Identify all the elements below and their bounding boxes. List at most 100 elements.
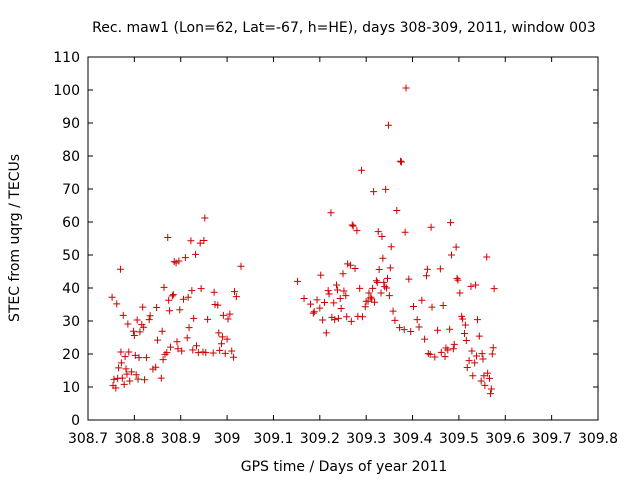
x-tick-label: 309.4	[392, 431, 432, 447]
data-point	[300, 295, 308, 303]
data-point	[391, 316, 399, 324]
data-point	[373, 278, 381, 286]
data-point	[189, 346, 197, 354]
data-point	[380, 278, 388, 286]
data-point	[490, 285, 498, 293]
data-point	[389, 307, 397, 315]
y-tick-labels: 0 10 20 30 40 50 60 70 80 90 100 110	[53, 50, 80, 429]
x-tick-label: 308.9	[161, 431, 201, 447]
data-point	[384, 274, 392, 282]
data-point	[348, 221, 356, 229]
y-tick-label: 80	[62, 149, 80, 165]
data-point	[169, 291, 177, 299]
data-point	[141, 376, 149, 384]
data-point	[173, 338, 181, 346]
data-point	[215, 329, 223, 337]
data-points	[108, 84, 498, 398]
data-point	[421, 335, 429, 343]
data-point	[333, 281, 341, 289]
data-point	[325, 290, 333, 298]
data-point	[486, 374, 494, 382]
data-point	[165, 296, 173, 304]
data-point	[396, 157, 404, 165]
data-point	[439, 301, 447, 309]
data-point	[463, 364, 471, 372]
data-point	[475, 332, 483, 340]
data-point	[484, 369, 492, 377]
data-point	[134, 375, 142, 383]
data-point	[120, 380, 128, 388]
data-point	[415, 323, 423, 331]
data-point	[124, 320, 132, 328]
data-point	[132, 371, 140, 379]
y-tick-label: 50	[62, 248, 80, 264]
data-point	[444, 346, 452, 354]
data-point	[159, 356, 167, 364]
data-point	[437, 348, 445, 356]
x-tick-label: 309.7	[532, 431, 572, 447]
data-point	[139, 303, 147, 311]
data-point	[317, 271, 325, 279]
data-point	[154, 336, 162, 344]
data-point	[456, 289, 464, 297]
data-point	[118, 374, 126, 382]
data-point	[108, 293, 116, 301]
data-point	[346, 261, 354, 269]
data-point	[441, 353, 449, 361]
data-point	[385, 292, 393, 300]
data-point	[424, 350, 432, 358]
y-tick-label: 20	[62, 347, 80, 363]
data-point	[473, 316, 481, 324]
data-point	[331, 316, 339, 324]
data-point	[192, 250, 200, 258]
data-point	[336, 295, 344, 303]
data-point	[423, 265, 431, 273]
y-axis-label: STEC from uqrg / TECUs	[7, 154, 23, 322]
x-axis-label: GPS time / Days of year 2011	[241, 459, 448, 475]
data-point	[461, 321, 469, 329]
data-point	[465, 357, 473, 365]
data-point	[349, 222, 357, 230]
data-point	[167, 343, 175, 351]
data-point	[486, 390, 494, 398]
data-point	[188, 287, 196, 295]
data-point	[322, 329, 330, 337]
data-point	[190, 314, 198, 322]
data-point	[175, 257, 183, 265]
data-point	[377, 289, 385, 297]
data-point	[382, 185, 390, 193]
data-point	[316, 304, 324, 312]
data-point	[187, 237, 195, 245]
data-point	[320, 299, 328, 307]
y-tick-label: 70	[62, 182, 80, 198]
data-point	[375, 266, 383, 274]
data-point	[135, 354, 143, 362]
data-point	[168, 292, 176, 300]
data-point	[396, 324, 404, 332]
data-point	[488, 350, 496, 358]
data-point	[418, 296, 426, 304]
data-point	[112, 384, 120, 392]
data-point	[459, 315, 467, 323]
data-point	[467, 282, 475, 290]
data-point	[401, 228, 409, 236]
data-point	[478, 350, 486, 358]
data-point	[405, 275, 413, 283]
data-point	[125, 348, 133, 356]
data-point	[481, 381, 489, 389]
data-point	[161, 350, 169, 358]
data-point	[367, 293, 375, 301]
data-point	[422, 272, 430, 280]
data-point	[374, 228, 382, 236]
data-point	[142, 354, 150, 362]
data-point	[174, 345, 182, 353]
data-point	[310, 308, 318, 316]
x-tick-label: 308.7	[68, 431, 108, 447]
data-point	[434, 326, 442, 334]
data-point	[400, 326, 408, 334]
data-point	[209, 349, 217, 357]
data-point	[369, 284, 377, 292]
data-point	[224, 315, 232, 323]
data-point	[381, 283, 389, 291]
data-point	[145, 316, 153, 324]
